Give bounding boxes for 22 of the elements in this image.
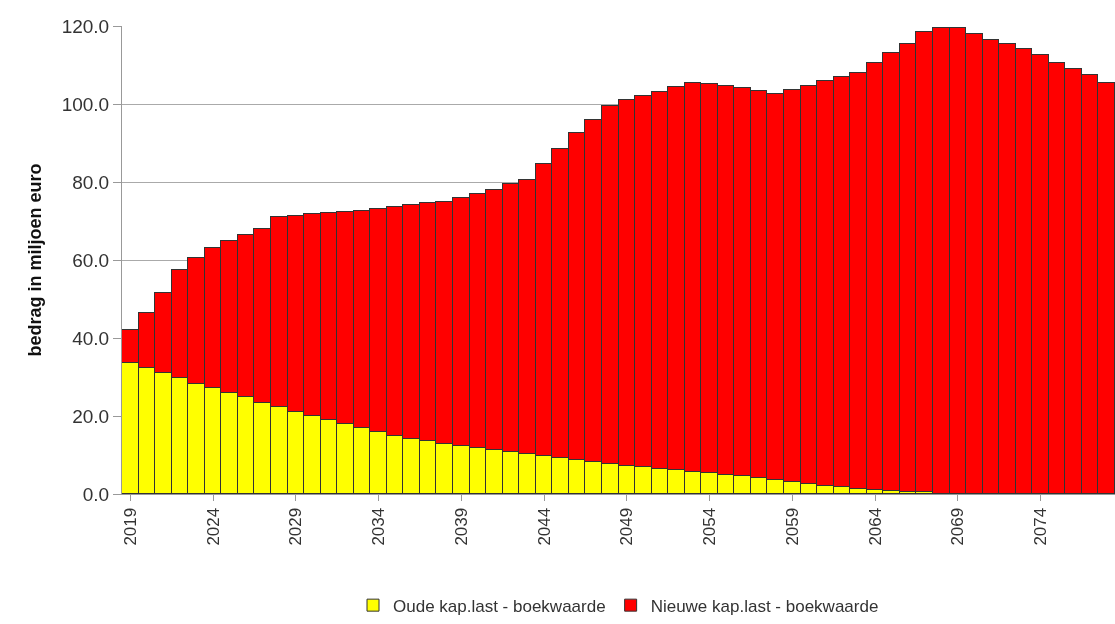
x-tick-label: 2049: [617, 507, 637, 546]
x-tick-label: 2024: [203, 507, 223, 546]
y-tick-label: 0.0: [82, 483, 110, 505]
x-tick-label: 2044: [534, 507, 554, 546]
y-tick-label: 20.0: [72, 405, 110, 427]
y-tick-label: 100.0: [61, 93, 110, 115]
legend-label: Oude kap.last - boekwaarde: [393, 596, 606, 616]
x-tick-label: 2039: [451, 507, 471, 546]
x-tick-label: 2059: [782, 507, 802, 546]
x-tick-label: 2074: [1031, 507, 1051, 546]
x-tick-label: 2034: [369, 507, 389, 546]
y-tick-label: 60.0: [72, 249, 110, 271]
x-tick-label: 2019: [120, 507, 140, 546]
x-tick-label: 2069: [948, 507, 968, 546]
y-tick-label: 40.0: [72, 327, 110, 349]
x-tick-label: 2054: [700, 507, 720, 546]
y-axis-title: bedrag in miljoen euro: [24, 163, 45, 357]
y-tick-label: 80.0: [72, 171, 110, 193]
legend-label: Nieuwe kap.last - boekwaarde: [650, 596, 879, 616]
y-tick-label: 120.0: [61, 15, 110, 37]
x-tick-label: 2029: [286, 507, 306, 546]
x-tick-label: 2064: [865, 507, 885, 546]
